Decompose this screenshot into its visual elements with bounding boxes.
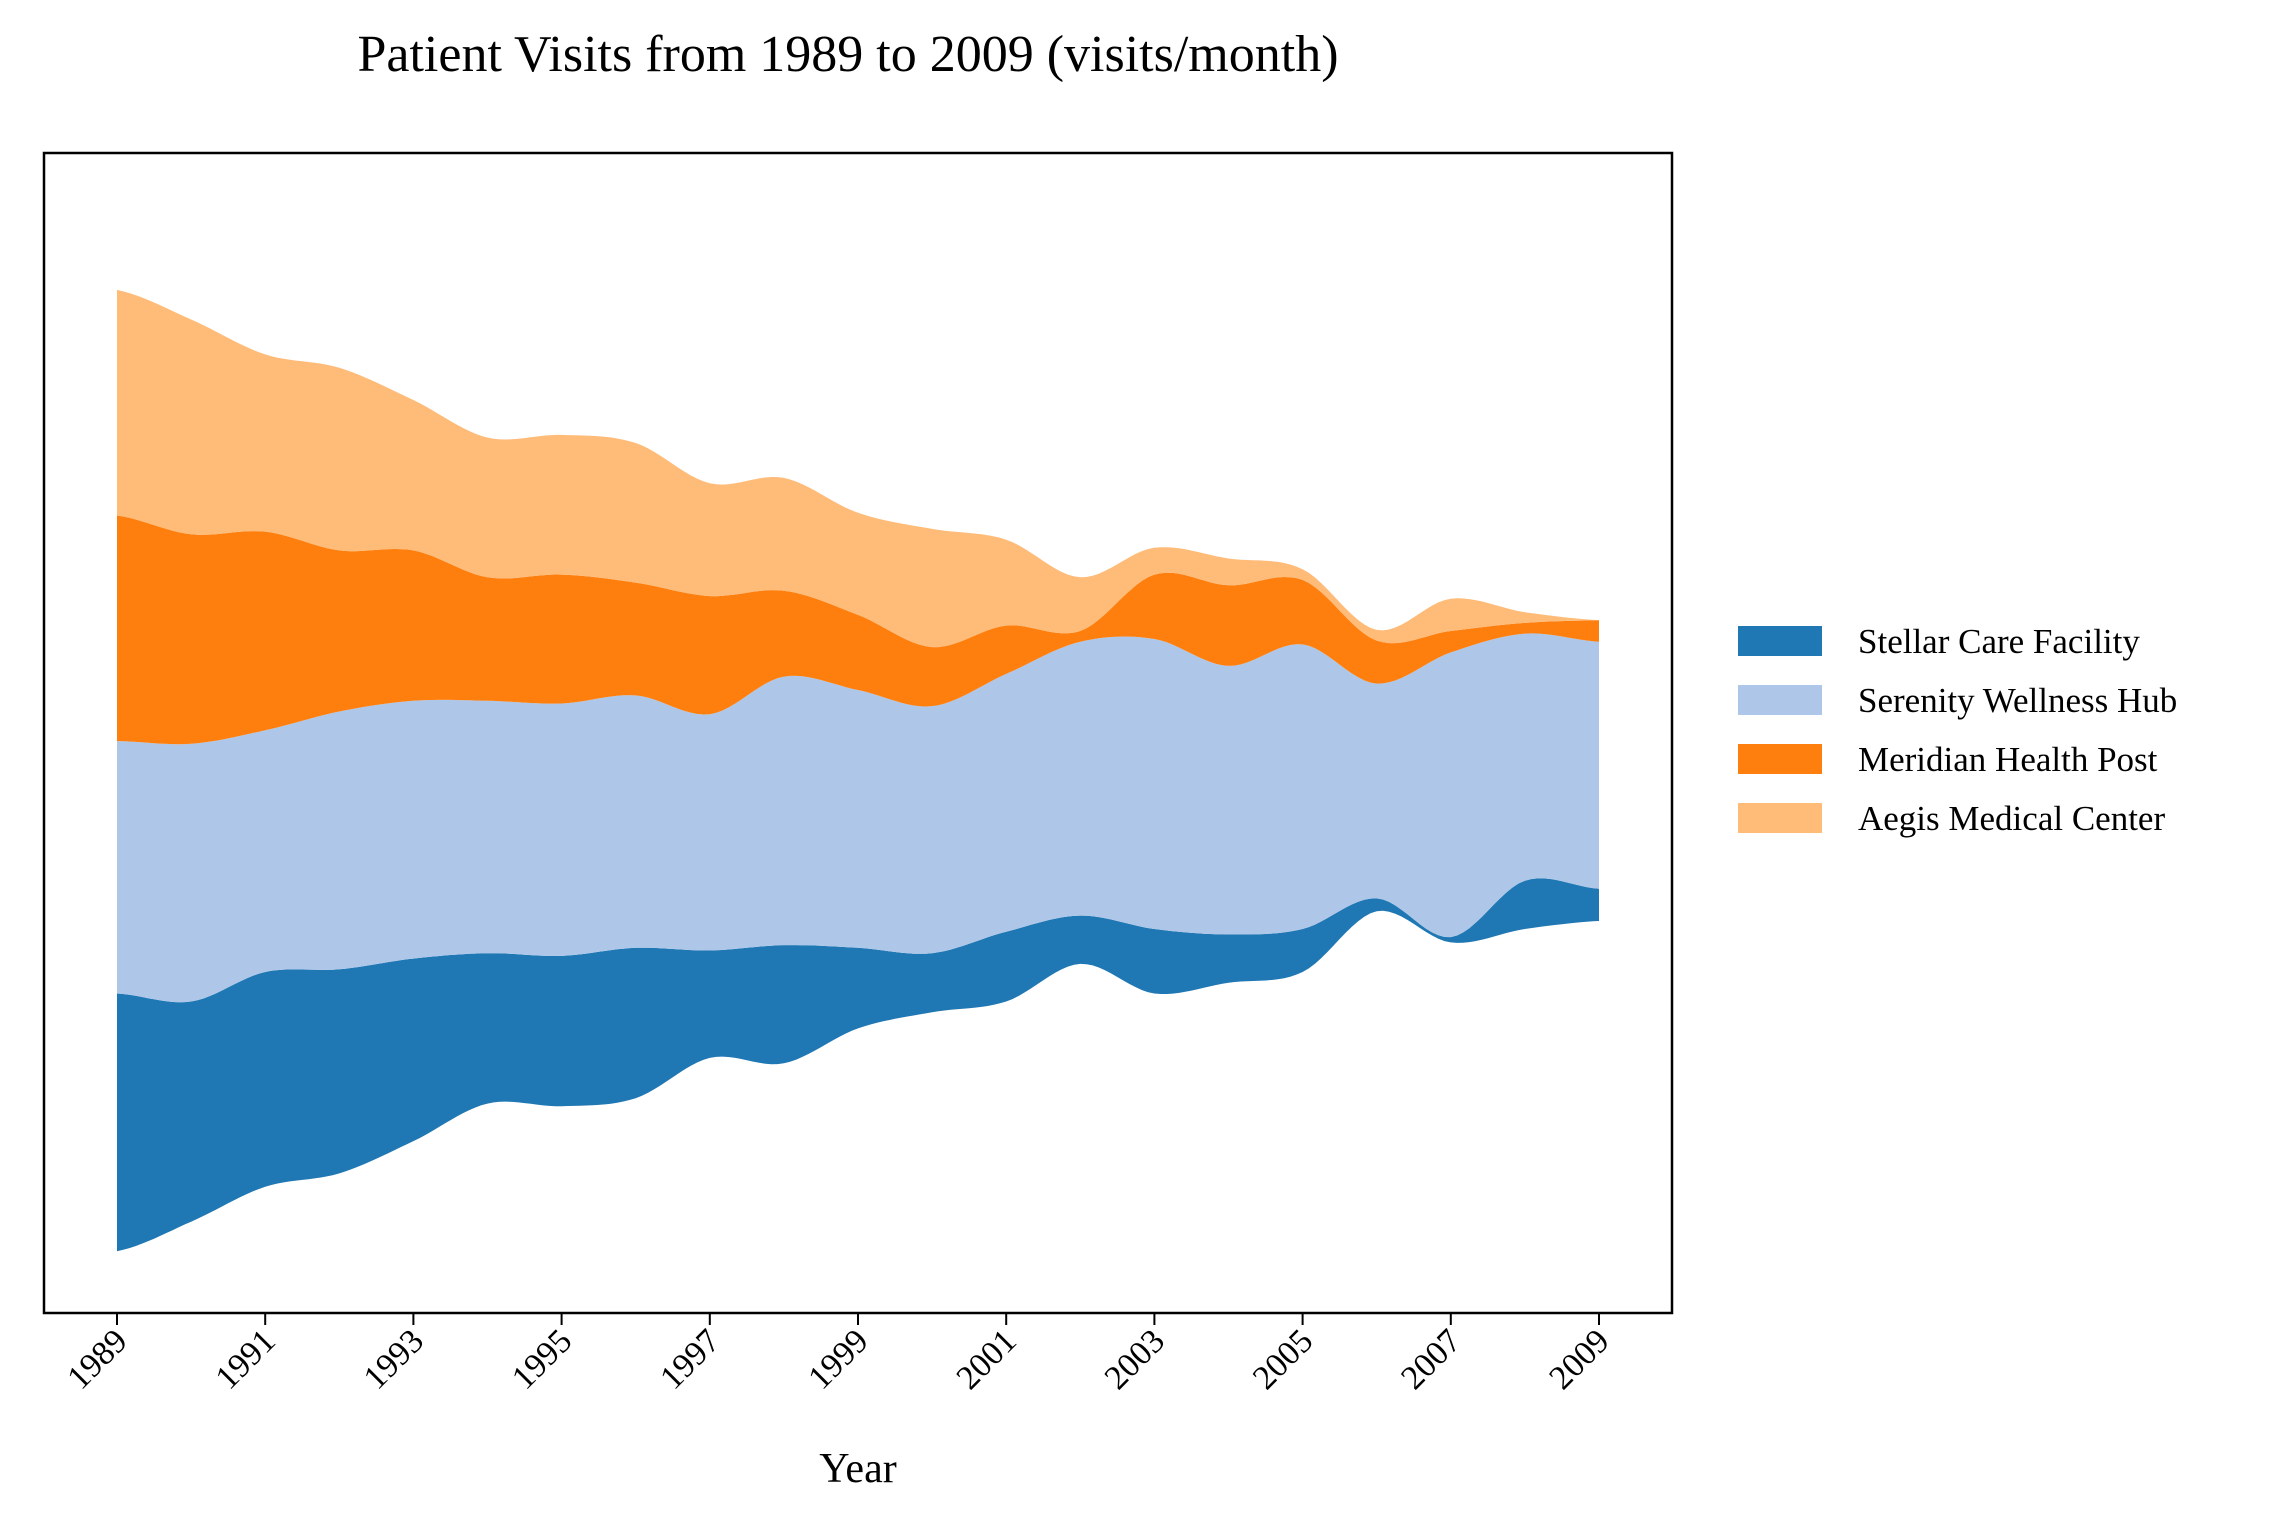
legend-swatch xyxy=(1738,803,1822,833)
x-tick-label: 2001 xyxy=(950,1322,1024,1396)
legend-label: Meridian Health Post xyxy=(1858,740,2158,779)
legend-label: Stellar Care Facility xyxy=(1858,622,2140,661)
stream-layer-4 xyxy=(117,289,1599,648)
legend-swatch xyxy=(1738,685,1822,715)
stream-areas xyxy=(117,289,1599,1252)
x-tick-label: 2003 xyxy=(1098,1322,1172,1396)
legend-label: Serenity Wellness Hub xyxy=(1858,681,2177,720)
x-tick-label: 2007 xyxy=(1394,1322,1468,1396)
x-tick-label: 1993 xyxy=(357,1322,431,1396)
x-tick-label: 1991 xyxy=(209,1322,283,1396)
x-tick-label: 1997 xyxy=(653,1322,727,1396)
x-tick-label: 2005 xyxy=(1246,1322,1320,1396)
x-axis-ticks: 1989 1991 1993 1995 1997 1999 2001 2003 2005 2007… xyxy=(60,1313,1617,1397)
x-tick-label: 1995 xyxy=(505,1322,579,1396)
x-tick-label: 2009 xyxy=(1542,1322,1616,1396)
stream-layer-1 xyxy=(117,878,1599,1252)
stream-layer-3 xyxy=(117,515,1599,745)
legend-swatch xyxy=(1738,744,1822,774)
legend-label: Aegis Medical Center xyxy=(1858,799,2165,838)
x-tick-label: 1989 xyxy=(60,1322,134,1396)
stream-layer-2 xyxy=(117,633,1599,1003)
legend: Stellar Care Facility Serenity Wellness H… xyxy=(1738,622,2177,838)
chart-title: Patient Visits from 1989 to 2009 (visits… xyxy=(357,26,1338,83)
x-tick-label: 1999 xyxy=(801,1322,875,1396)
legend-swatch xyxy=(1738,626,1822,656)
x-axis-label: Year xyxy=(819,1446,896,1492)
